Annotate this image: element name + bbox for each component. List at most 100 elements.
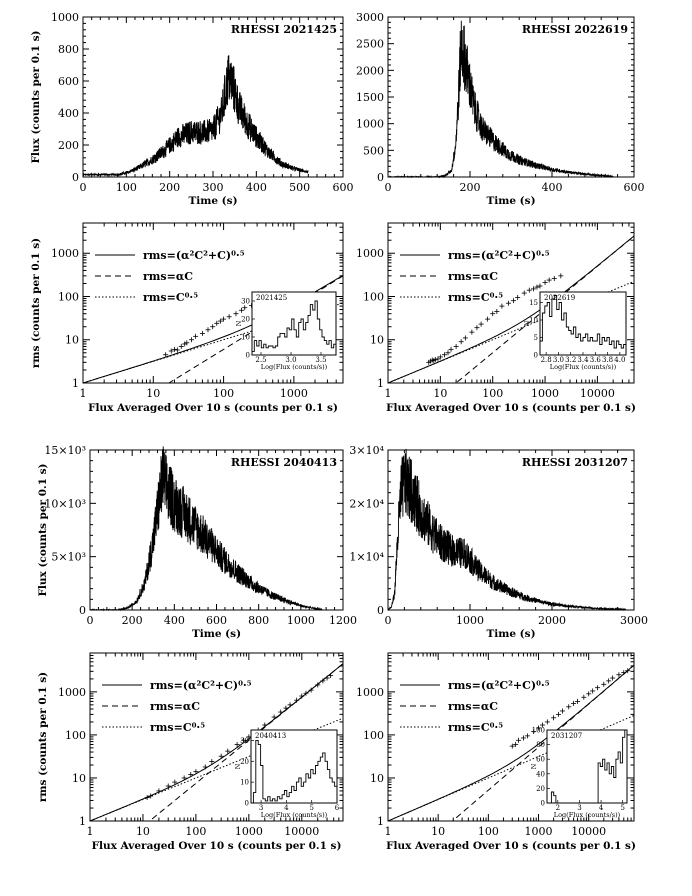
plot-frame (387, 16, 635, 178)
x-tick-label: 300 (203, 181, 224, 194)
inset-x-tick-label: 2.5 (255, 356, 266, 364)
x-tick-label: 1200 (329, 614, 357, 627)
legend-label: rms=C⁰·⁵ (150, 721, 205, 734)
inset-x-axis-title: Log(Flux (counts/s)) (550, 363, 617, 371)
data-point (505, 300, 511, 306)
data-point (511, 298, 517, 304)
data-point (299, 693, 305, 699)
y-axis-title: Flux (counts per 0.1 s) (30, 30, 42, 163)
y-tick-label: 400 (58, 107, 79, 120)
data-point (271, 714, 277, 720)
inset-x-axis-title: Log(Flux (counts/s)) (261, 363, 328, 371)
inset-y-axis-title: N (234, 763, 242, 769)
x-tick-label: 100 (478, 825, 499, 838)
data-point (193, 333, 199, 339)
y-tick-label: 100 (363, 290, 384, 303)
data-point (163, 352, 169, 358)
y-tick-label: 10 (370, 334, 384, 347)
y-tick-label: 1000 (356, 686, 384, 699)
light-curve-line (388, 20, 614, 179)
y-tick-label: 500 (363, 144, 384, 157)
data-point (453, 343, 459, 349)
data-point (199, 330, 205, 336)
x-axis-title: Time (s) (192, 628, 241, 640)
x-tick-label: 0 (87, 614, 94, 627)
data-point (516, 737, 522, 743)
inset-x-tick-label: 3 (577, 804, 581, 812)
inset-x-tick-label: 3.4 (577, 356, 589, 364)
inset-y-axis-title: N (530, 763, 538, 769)
inset-y-tick-label: 100 (532, 727, 545, 735)
data-point (303, 690, 309, 696)
data-point (478, 321, 484, 327)
x-tick-label: 800 (248, 614, 269, 627)
data-point (193, 769, 199, 775)
data-point (509, 743, 515, 749)
y-tick-label: 1000 (51, 11, 79, 24)
inset-x-tick-label: 3.0 (285, 356, 296, 364)
inset-y-tick-label: 60 (536, 756, 545, 764)
data-point (205, 327, 211, 333)
data-point (551, 276, 557, 282)
inset-x-tick-label: 3.0 (553, 356, 564, 364)
plot-frame (82, 16, 344, 178)
x-axis-title: Time (s) (486, 628, 535, 640)
data-point (437, 354, 443, 360)
inset-x-tick-label: 2 (556, 804, 560, 812)
data-point (283, 705, 289, 711)
data-point (448, 346, 454, 352)
data-point (499, 303, 505, 309)
legend-label: rms=αC (448, 700, 498, 713)
inset-histogram-steps (252, 300, 336, 352)
inset-x-tick-label: 5 (620, 804, 624, 812)
inset-x-tick-label: 3.8 (602, 356, 613, 364)
data-point (174, 347, 180, 353)
inset-x-tick-label: 3.2 (565, 356, 576, 364)
data-point (520, 735, 526, 741)
legend-label: rms=(α²C²+C)⁰·⁵ (448, 249, 550, 262)
data-point (234, 741, 240, 747)
data-point (610, 675, 616, 681)
data-point (462, 335, 468, 341)
x-tick-label: 400 (542, 181, 563, 194)
x-tick-label: 600 (624, 181, 645, 194)
y-tick-label: 1 (377, 377, 384, 390)
inset-y-axis-title: N (235, 320, 243, 326)
panel-title: RHESSI 2022619 (522, 23, 628, 36)
x-axis-title: Time (s) (188, 195, 237, 207)
data-point (521, 290, 527, 296)
y-tick-label: 1000 (356, 247, 384, 260)
data-point (571, 700, 577, 706)
inset-frame (546, 729, 628, 804)
legend-label: rms=(α²C²+C)⁰·⁵ (150, 679, 252, 692)
inset-title: 2022619 (544, 294, 575, 302)
inset-x-axis-title: Log(Flux (counts/s)) (261, 811, 328, 819)
legend-label: rms=C⁰·⁵ (448, 291, 503, 304)
legend-label: rms=C⁰·⁵ (448, 721, 503, 734)
x-tick-label: 10000 (571, 825, 606, 838)
x-tick-label: 10 (433, 387, 447, 400)
data-point (494, 308, 500, 314)
y-tick-label: 1500 (356, 91, 384, 104)
x-tick-label: 1000 (525, 825, 553, 838)
x-tick-label: 3000 (620, 614, 648, 627)
y-axis-title: Flux (counts per 0.1 s) (37, 463, 49, 596)
data-point (278, 709, 284, 715)
data-point (469, 329, 475, 335)
data-point (239, 307, 245, 313)
inset-y-tick-label: 20 (536, 785, 545, 793)
y-tick-label: 800 (58, 43, 79, 56)
data-point (287, 702, 293, 708)
inset-x-tick-label: 4 (599, 804, 604, 812)
y-tick-label: 1000 (51, 247, 79, 260)
panel-lc1: 0 100 200 300 400 500 600 0 200 400 600 800 1000 RHES… (30, 11, 354, 207)
inset-histogram: 2 3 4 5 0 20 40 60 80 100 2031207 Log(Flux (counts/… (530, 727, 628, 819)
data-point (262, 722, 268, 728)
data-point (171, 346, 177, 352)
legend-label: rms=αC (448, 270, 498, 283)
y-tick-label: 100 (58, 290, 79, 303)
data-point (546, 277, 552, 283)
x-axis-title: Flux Averaged Over 10 s (counts per 0.1 … (92, 840, 342, 852)
y-tick-label: 2500 (356, 38, 384, 51)
